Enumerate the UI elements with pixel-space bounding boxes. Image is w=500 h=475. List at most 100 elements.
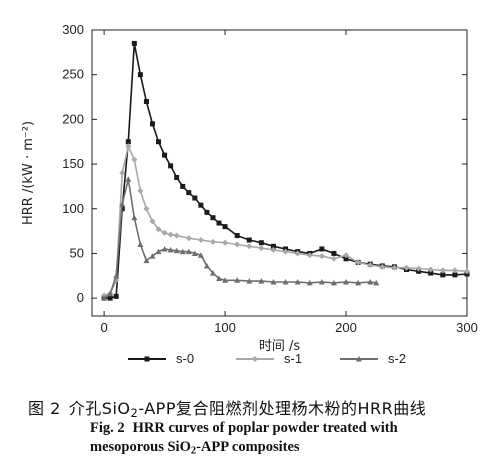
data-point [168, 163, 174, 169]
data-point [282, 279, 289, 285]
data-point [319, 246, 325, 252]
data-point [234, 241, 241, 248]
data-point [101, 295, 108, 301]
data-point [119, 201, 126, 207]
data-point [355, 279, 362, 286]
legend-marker [252, 356, 258, 362]
data-point [161, 245, 168, 252]
data-point [143, 257, 150, 264]
plot-frame [91, 29, 468, 317]
data-point [451, 267, 458, 274]
data-point [379, 263, 386, 270]
data-point [156, 139, 162, 145]
y-tick-label: 300 [62, 22, 84, 37]
data-point [343, 256, 349, 262]
caption-cn-sub: 2 [130, 405, 139, 420]
data-point [162, 152, 168, 158]
data-point [270, 279, 277, 285]
data-point [125, 143, 132, 150]
y-tick-label: 0 [77, 290, 84, 305]
data-point [155, 226, 162, 233]
data-point [173, 247, 180, 254]
caption-en-prefix: Fig. 2 [90, 420, 125, 436]
data-point [343, 279, 350, 285]
data-point [167, 246, 174, 253]
y-tick-label: 50 [70, 245, 84, 260]
data-point [294, 279, 301, 285]
data-point [137, 241, 144, 247]
caption-english-line-2: mesoporous SiO2-APP composites [90, 439, 490, 457]
legend-item-s-0: s-0 [128, 351, 194, 366]
data-point [216, 220, 222, 226]
data-point [355, 259, 362, 266]
data-point [203, 262, 210, 269]
legend-marker [356, 356, 362, 362]
data-point [131, 214, 138, 221]
data-point [137, 187, 144, 194]
data-point [234, 233, 240, 239]
data-point [155, 248, 162, 255]
data-point [149, 253, 156, 259]
data-point [119, 170, 126, 176]
data-point [197, 237, 204, 244]
hrr-chart: 0 50 100 150 200 250 300 0 100 200 300 时间 /s HRR /(k… [21, 22, 478, 366]
series-s-0 [101, 40, 470, 301]
data-point [198, 202, 204, 208]
data-point [367, 279, 374, 285]
legend-label: s-2 [388, 351, 406, 366]
data-point [107, 295, 113, 301]
data-point [246, 237, 252, 243]
data-point [192, 195, 198, 201]
y-tick-label: 150 [62, 156, 84, 171]
data-point [427, 266, 434, 273]
data-point [258, 278, 265, 284]
data-point [131, 156, 138, 163]
series-line-s-0 [104, 43, 468, 299]
series-layer [101, 40, 470, 301]
data-point [113, 272, 120, 279]
data-point [331, 250, 337, 256]
data-point [186, 190, 192, 196]
data-point [161, 229, 168, 236]
data-point [222, 224, 228, 230]
legend-label: s-0 [176, 351, 194, 366]
data-point [167, 231, 174, 238]
x-tick-label: 100 [214, 320, 236, 335]
data-point [179, 248, 186, 255]
data-point [137, 72, 143, 78]
data-point [131, 40, 137, 46]
legend-item-s-1: s-1 [236, 351, 302, 366]
data-point [210, 215, 216, 221]
caption-english-line-1: Fig. 2 HRR curves of poplar powder treate… [90, 420, 490, 437]
data-point [204, 209, 210, 215]
x-axis-label: 时间 /s [259, 339, 301, 354]
data-point [174, 174, 180, 180]
data-point [403, 264, 410, 271]
data-point [367, 262, 374, 269]
data-point [464, 268, 470, 275]
data-point [270, 246, 277, 253]
data-point [143, 205, 150, 212]
data-point [246, 243, 253, 250]
data-point [318, 279, 325, 285]
series-s-1 [101, 143, 470, 299]
legend: s-0 s-1 s-2 [128, 351, 406, 366]
data-point [428, 270, 434, 276]
data-point [209, 238, 216, 245]
data-point [125, 139, 131, 145]
data-point [149, 218, 156, 225]
data-point [306, 279, 313, 286]
data-point [258, 245, 265, 252]
x-tick-label: 200 [335, 320, 357, 335]
data-point [191, 250, 198, 256]
data-point [246, 278, 253, 284]
data-point [343, 252, 350, 259]
axes: 0 50 100 150 200 250 300 0 100 200 300 时间 /s HRR /(k… [21, 22, 478, 354]
data-point [209, 270, 216, 276]
series-s-2 [101, 176, 380, 301]
caption-en-line1: HRR curves of poplar powder treated with [132, 420, 398, 436]
data-point [180, 183, 186, 189]
data-point [216, 275, 223, 281]
data-point [125, 176, 132, 182]
x-tick-label: 0 [100, 320, 107, 335]
